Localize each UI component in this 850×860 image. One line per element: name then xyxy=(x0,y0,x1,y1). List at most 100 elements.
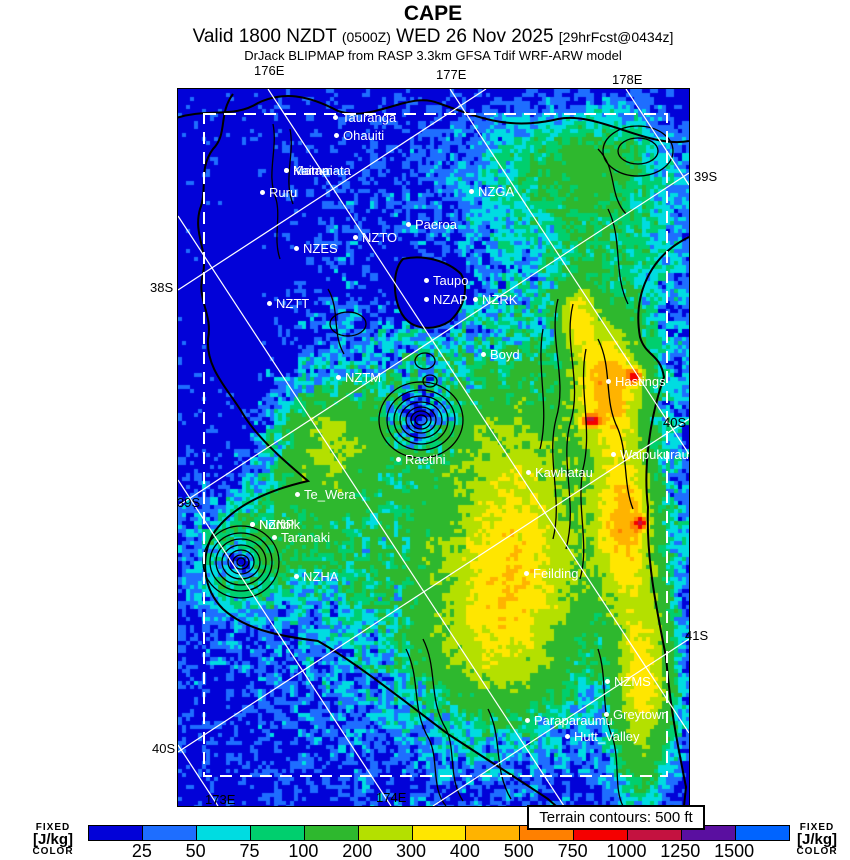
station-dot-icon xyxy=(604,712,609,718)
colorbar-segment xyxy=(250,826,305,840)
station-dot-icon xyxy=(424,297,429,303)
station-dot-icon xyxy=(334,133,339,139)
colorbar-tick: 25 xyxy=(131,841,152,860)
station-dot-icon xyxy=(525,718,530,724)
station-label: Tauranga xyxy=(342,110,397,126)
map-overlay-graphics xyxy=(178,89,689,806)
terrain-contours-note: Terrain contours: 500 ft xyxy=(527,805,705,830)
station-marker: Kaimai xyxy=(284,163,333,177)
valid-time-line: Valid 1800 NZDT (0500Z) WED 26 Nov 2025 … xyxy=(0,26,850,48)
station-dot-icon xyxy=(605,679,610,685)
station-marker: NZTM xyxy=(336,370,381,384)
station-marker: NZES xyxy=(294,241,338,255)
station-dot-icon xyxy=(353,235,358,241)
station-label: Paeroa xyxy=(415,217,457,233)
station-label: Greytown xyxy=(613,707,669,723)
model-domain-box xyxy=(203,113,668,777)
station-marker: Paraparaumu xyxy=(525,713,613,727)
station-label: NZES xyxy=(303,241,338,257)
colorbar-tick: 750 xyxy=(557,841,588,860)
station-marker: NZHA xyxy=(294,569,338,583)
valid-time-utc: (0500Z) xyxy=(341,29,391,45)
colorbar-color-label: COLOR xyxy=(32,846,74,857)
station-dot-icon xyxy=(526,470,531,476)
colorbar-segment xyxy=(412,826,467,840)
colorbar-tick: 1000 xyxy=(606,841,647,860)
colorbar-fixed-label: FIXED xyxy=(799,822,835,833)
colorbar-segment xyxy=(89,826,143,840)
colorbar-color-label: COLOR xyxy=(796,846,838,857)
colorbar-segment xyxy=(358,826,413,840)
station-dot-icon xyxy=(606,379,611,385)
station-dot-icon xyxy=(250,522,255,528)
station-label: Taranaki xyxy=(281,530,331,546)
colorbar-tick: 75 xyxy=(239,841,260,860)
station-dot-icon xyxy=(524,571,529,577)
station-dot-icon xyxy=(473,297,478,303)
station-label: NZTM xyxy=(345,370,382,386)
station-dot-icon xyxy=(396,457,401,463)
station-dot-icon xyxy=(294,574,299,580)
colorbar-tick: 300 xyxy=(396,841,427,860)
graticule-label: 40S xyxy=(152,741,176,756)
colorbar-segment xyxy=(304,826,359,840)
station-label: Hastings xyxy=(615,374,666,390)
station-marker: Hastings xyxy=(606,374,666,388)
station-marker: NZTT xyxy=(267,296,309,310)
station-marker: Greytown xyxy=(604,707,669,721)
station-dot-icon xyxy=(469,189,474,195)
graticule-lines xyxy=(178,89,689,806)
station-label: Kaimai xyxy=(293,163,333,179)
station-label: Ruru xyxy=(269,185,298,201)
colorbar-tick: 1250 xyxy=(660,841,701,860)
station-label: Waipukurau xyxy=(620,447,689,463)
station-label: Raetihi xyxy=(405,452,446,468)
station-marker: Taranaki xyxy=(272,530,330,544)
graticule-label: 178E xyxy=(612,72,643,87)
station-dot-icon xyxy=(424,278,429,284)
station-dot-icon xyxy=(260,190,265,196)
station-label: Taupo xyxy=(433,273,469,289)
station-label: NZNP xyxy=(259,517,295,533)
graticule-label: 176E xyxy=(254,63,285,78)
station-label: NZHA xyxy=(303,569,339,585)
valid-time-main: Valid 1800 NZDT xyxy=(192,26,337,47)
station-label: Norfolk xyxy=(259,517,301,533)
colorbar-tick: 100 xyxy=(288,841,319,860)
station-marker: Tauranga xyxy=(333,110,396,124)
colorbar-segment xyxy=(196,826,251,840)
header: CAPE Valid 1800 NZDT (0500Z) WED 26 Nov … xyxy=(0,2,850,63)
station-marker: Ohauiti xyxy=(334,128,384,142)
station-label: Hutt_Valley xyxy=(574,729,640,745)
station-dot-icon xyxy=(272,535,277,541)
station-label: NZRK xyxy=(482,292,518,308)
station-marker: Ruru xyxy=(260,185,297,199)
station-label: Feilding xyxy=(533,566,579,582)
station-dot-icon xyxy=(267,301,272,307)
station-label: Kawhatau xyxy=(535,465,593,481)
graticule-label: 173E xyxy=(205,792,236,807)
colorbar-tick: 400 xyxy=(449,841,480,860)
station-marker: NZRK xyxy=(473,292,517,306)
colorbar-fixed-label: FIXED xyxy=(35,822,71,833)
station-marker: NZGA xyxy=(469,184,514,198)
page-title: CAPE xyxy=(403,2,463,25)
station-marker: Kawhatau xyxy=(526,465,593,479)
station-label: Paraparaumu xyxy=(534,713,613,729)
station-marker: NZTO xyxy=(353,230,397,244)
station-label: NZGA xyxy=(478,184,515,200)
colorbar-units-label: [J/kg] xyxy=(32,831,73,848)
station-dot-icon xyxy=(333,115,338,121)
station-label: NZMS xyxy=(614,674,651,690)
station-label: NZTO xyxy=(362,230,398,246)
station-label: Matamata xyxy=(293,163,351,179)
coastline-contours xyxy=(178,93,689,806)
station-marker: Taupo xyxy=(424,273,468,287)
station-marker: Boyd xyxy=(481,347,520,361)
graticule-label: 38S xyxy=(150,280,174,295)
station-label: Te_Wera xyxy=(304,487,356,503)
model-info-line: DrJack BLIPMAP from RASP 3.3km GFSA Tdif… xyxy=(244,48,622,63)
graticule-label: 39S xyxy=(694,169,718,184)
station-label: NZTT xyxy=(276,296,310,312)
